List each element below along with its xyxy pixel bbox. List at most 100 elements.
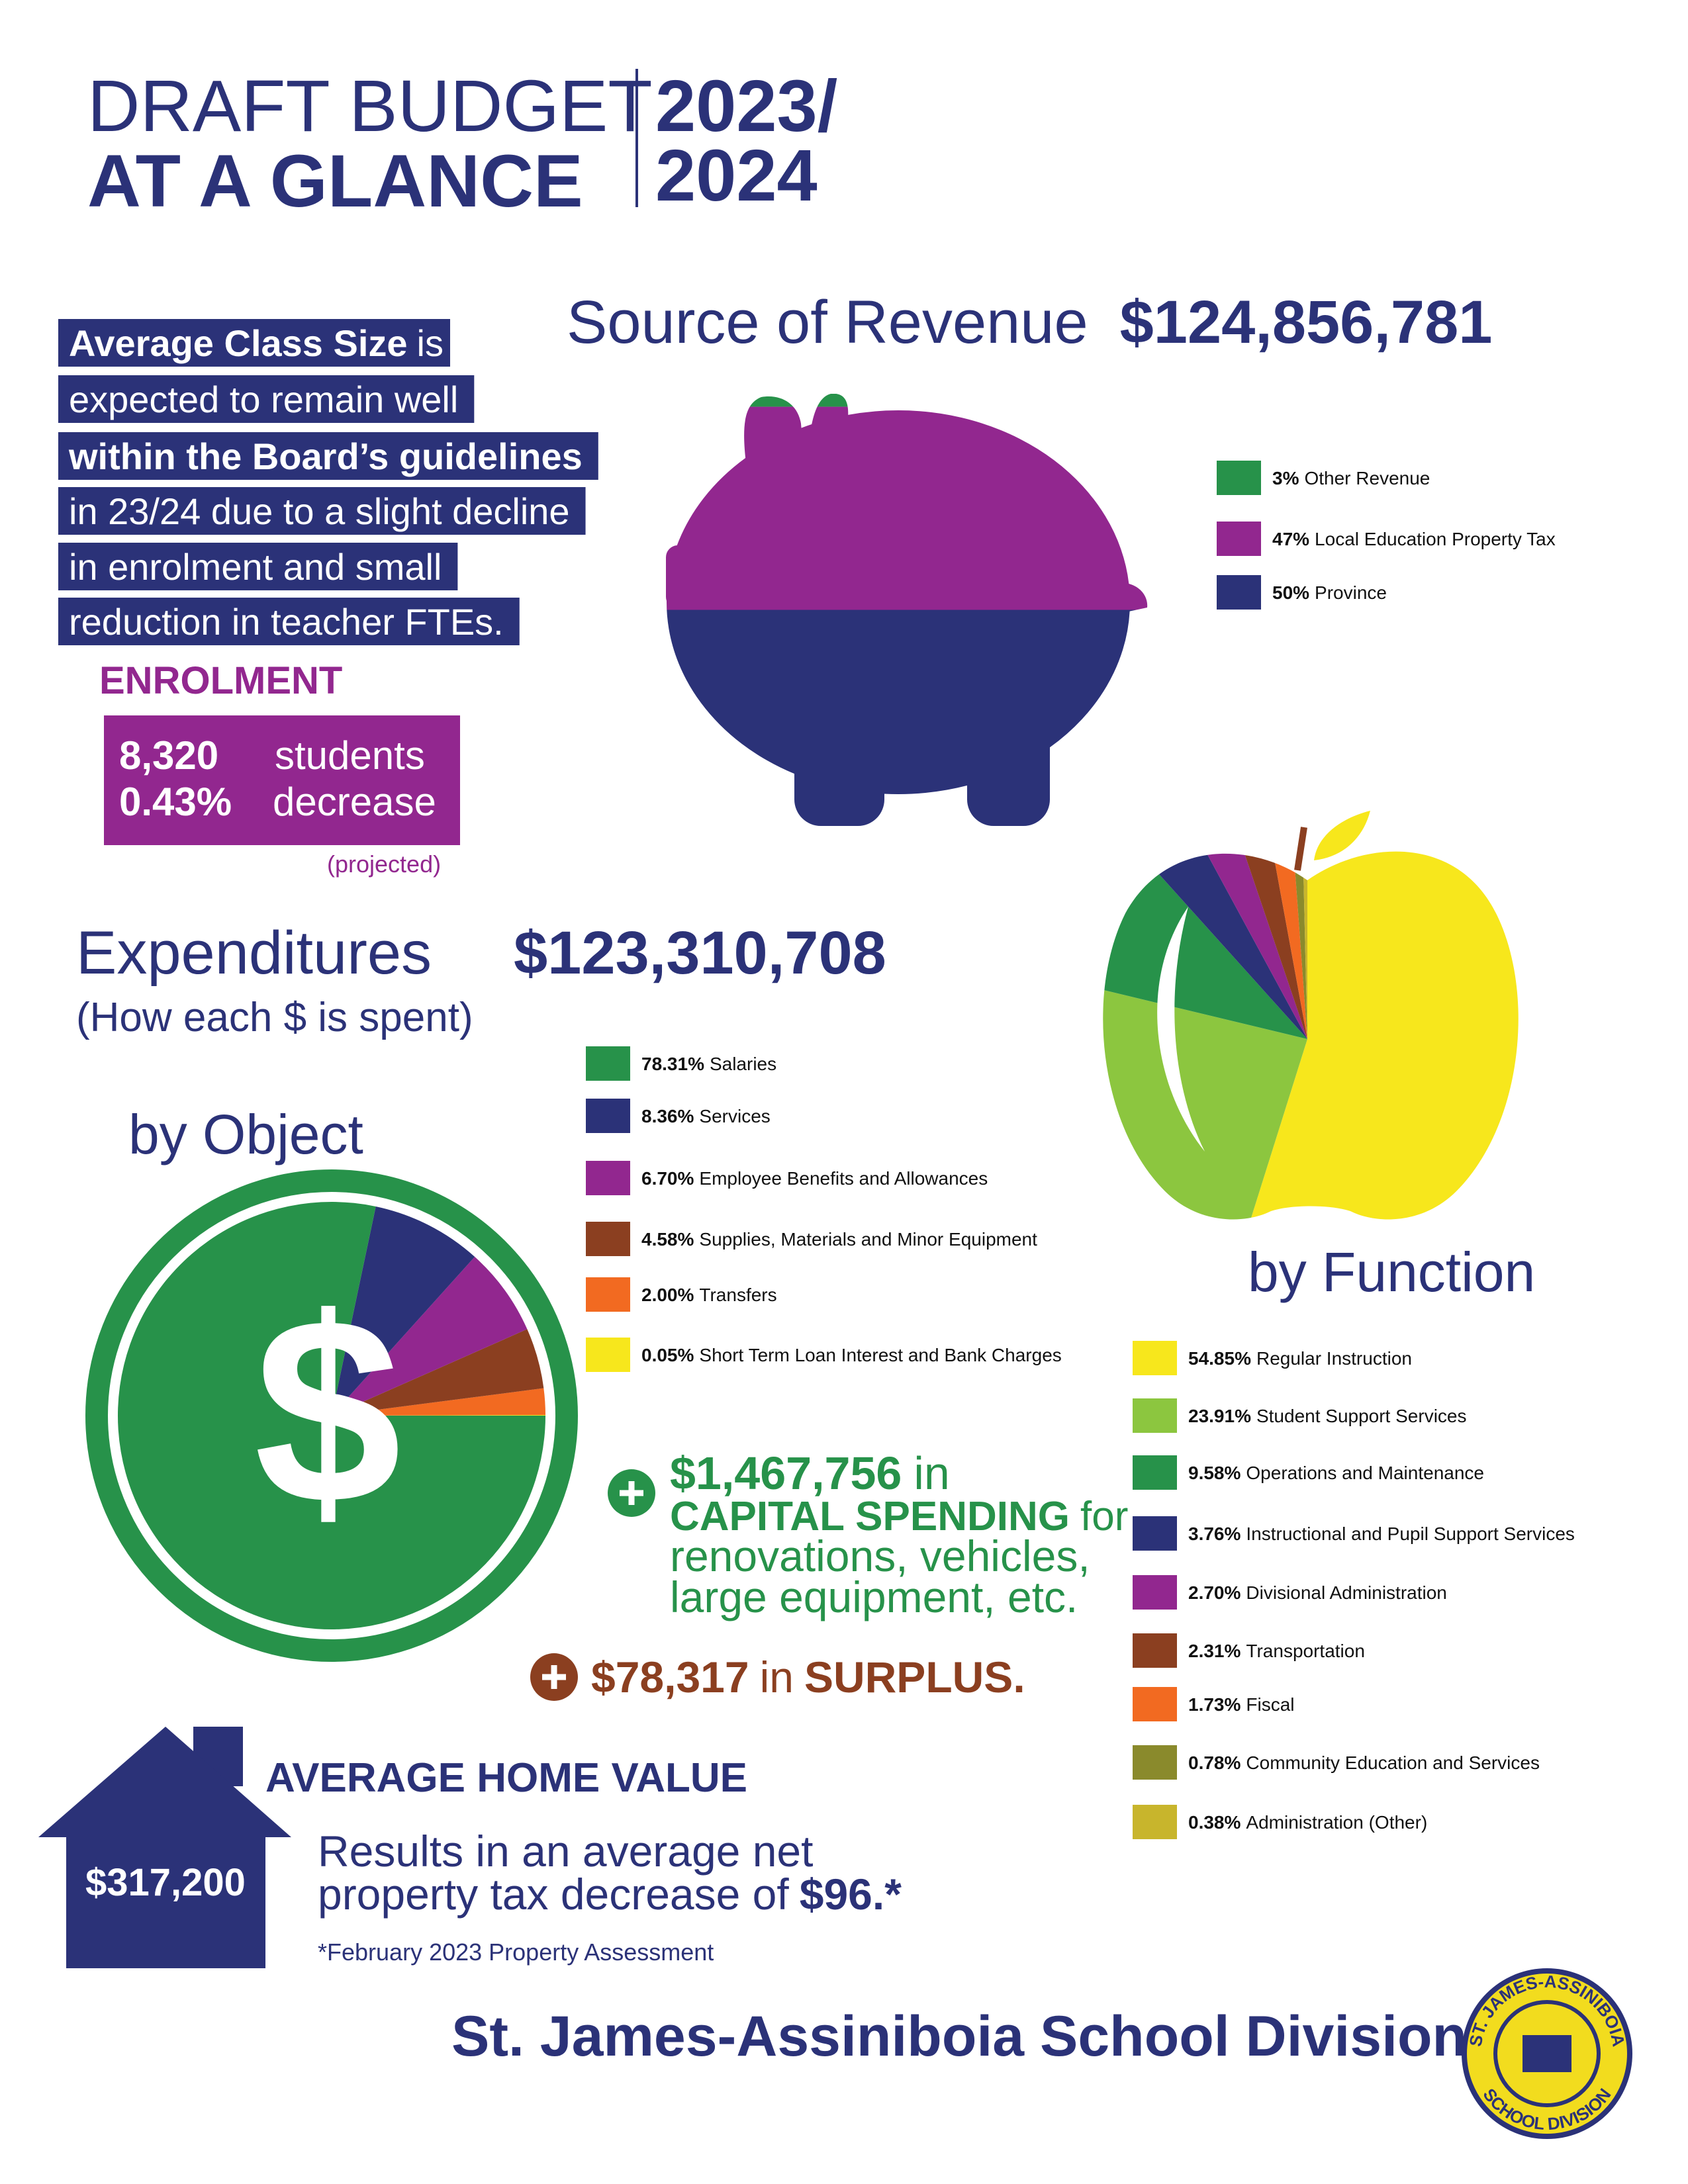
legend-label: Divisional Administration — [1246, 1582, 1446, 1603]
chart-title: by Function — [1248, 1241, 1535, 1303]
pie-slice — [1296, 851, 1307, 1039]
pie-slice — [1158, 851, 1307, 1039]
pie-slice — [332, 1329, 544, 1416]
text-box — [58, 319, 450, 367]
legend-value: 47% — [1272, 529, 1309, 549]
legend-entry: 6.70% Employee Benefits and Allowances — [641, 1168, 988, 1189]
pie-slice — [332, 1388, 545, 1416]
legend-label: Employee Benefits and Allowances — [699, 1168, 988, 1189]
revenue-band — [666, 394, 1148, 407]
legend-label: Short Term Loan Interest and Bank Charge… — [699, 1345, 1061, 1365]
legend-entry: 4.58% Supplies, Materials and Minor Equip… — [641, 1229, 1037, 1250]
legend-swatch — [1133, 1398, 1177, 1433]
legend-label: Salaries — [710, 1054, 776, 1074]
legend-swatch — [1133, 1805, 1177, 1839]
legend-entry: 50% Province — [1272, 582, 1387, 603]
enrolment-box — [104, 715, 460, 845]
legend-value: 54.85% — [1188, 1348, 1251, 1369]
legend-value: 3.76% — [1188, 1524, 1241, 1544]
legend-entry: 0.78% Community Education and Services — [1188, 1752, 1540, 1773]
legend-entry: 78.31% Salaries — [641, 1054, 776, 1074]
legend-swatch — [1133, 1687, 1177, 1721]
class-size-line: Average Class Size is — [69, 322, 444, 364]
legend-swatch — [586, 1099, 630, 1133]
pie-slice — [332, 1206, 475, 1416]
legend-value: 50% — [1272, 582, 1309, 603]
legend-swatch — [586, 1046, 630, 1081]
legend-entry: 3.76% Instructional and Pupil Support Ser… — [1188, 1524, 1575, 1544]
legend-label: Student Support Services — [1256, 1406, 1467, 1426]
pie-slice — [1103, 851, 1307, 1039]
legend-entry: 23.91% Student Support Services — [1188, 1406, 1466, 1426]
logo-ring — [1493, 2000, 1601, 2107]
legend-swatch — [1217, 522, 1261, 556]
legend-entry: 47% Local Education Property Tax — [1272, 529, 1556, 549]
legend-entry: 0.05% Short Term Loan Interest and Bank C… — [641, 1345, 1062, 1365]
legend-entry: 2.00% Transfers — [641, 1285, 777, 1305]
legend-value: 8.36% — [641, 1106, 694, 1126]
expenditures-title: Expenditures — [76, 919, 432, 987]
enrolment-value: 0.43% — [119, 780, 232, 824]
revenue-band — [666, 610, 1148, 826]
header-year: 2024 — [655, 135, 818, 216]
legend-value: 9.58% — [1188, 1463, 1241, 1483]
header-title: DRAFT BUDGET — [87, 66, 653, 147]
class-size-text: reduction in teacher FTEs. — [69, 601, 504, 643]
capital-line: $1,467,756 in — [670, 1447, 950, 1499]
text-box — [58, 432, 598, 480]
enrolment-unit: students — [275, 733, 425, 778]
text-box — [58, 375, 475, 423]
legend-label: Administration (Other) — [1246, 1812, 1427, 1833]
surplus-word: in — [760, 1653, 794, 1702]
enrolment-note: (projected) — [327, 850, 441, 878]
legend-entry: 0.38% Administration (Other) — [1188, 1812, 1427, 1833]
legend-label: Community Education and Services — [1246, 1752, 1540, 1773]
legend-swatch — [586, 1277, 630, 1312]
legend-value: 0.38% — [1188, 1812, 1241, 1833]
legend-label: Transportation — [1246, 1641, 1365, 1661]
legend-swatch — [1133, 1633, 1177, 1668]
legend-swatch — [586, 1222, 630, 1256]
piggy-bank — [666, 394, 1148, 826]
class-size-line: expected to remain well — [69, 379, 458, 420]
legend-label: Fiscal — [1246, 1694, 1294, 1715]
surplus-amount: $78,317 — [591, 1653, 749, 1702]
legend-value: 0.05% — [641, 1345, 694, 1365]
surplus-label: SURPLUS. — [804, 1653, 1025, 1702]
class-size-line: within the Board’s guidelines — [68, 435, 583, 477]
pie-slice — [332, 1414, 545, 1416]
pie-slice — [117, 1202, 546, 1629]
legend-value: 4.58% — [641, 1229, 694, 1250]
class-size-text: in enrolment and small — [69, 546, 442, 588]
class-size-line: reduction in teacher FTEs. — [69, 601, 504, 643]
legend-value: 23.91% — [1188, 1406, 1251, 1426]
pie-slice — [1103, 931, 1307, 1220]
legend-entry: 2.70% Divisional Administration — [1188, 1582, 1447, 1603]
home-note: *February 2023 Property Assessment — [318, 1938, 714, 1966]
legend-swatch — [1217, 461, 1261, 495]
capital-line: CAPITAL SPENDING for — [670, 1494, 1128, 1539]
legend-entry: 3% Other Revenue — [1272, 468, 1430, 488]
legend-label: Other Revenue — [1304, 468, 1430, 488]
legend-label: Instructional and Pupil Support Services — [1246, 1524, 1575, 1544]
legend-value: 3% — [1272, 468, 1299, 488]
pie-slice — [1103, 851, 1307, 1039]
class-size-text: Average Class Size — [69, 322, 408, 364]
class-size-line: in enrolment and small — [69, 546, 442, 588]
text-box — [58, 487, 586, 535]
class-size-text: within the Board’s guidelines — [68, 435, 583, 477]
legend-entry: 54.85% Regular Instruction — [1188, 1348, 1412, 1369]
legend-swatch — [1133, 1455, 1177, 1490]
home-value: $317,200 — [85, 1861, 246, 1904]
header-year: 2023/ — [655, 66, 837, 147]
legend-entry: 2.31% Transportation — [1188, 1641, 1365, 1661]
apple-leaf — [1314, 811, 1370, 860]
surplus-line: $78,317 in SURPLUS. — [591, 1653, 1025, 1702]
legend-swatch — [1217, 575, 1261, 610]
legend-swatch — [1133, 1745, 1177, 1780]
capital-amount: $1,467,756 — [670, 1447, 902, 1499]
chart-total: $124,856,781 — [1120, 289, 1493, 356]
capital-word: for — [1080, 1494, 1128, 1539]
home-text: Results in an average net — [318, 1827, 813, 1876]
